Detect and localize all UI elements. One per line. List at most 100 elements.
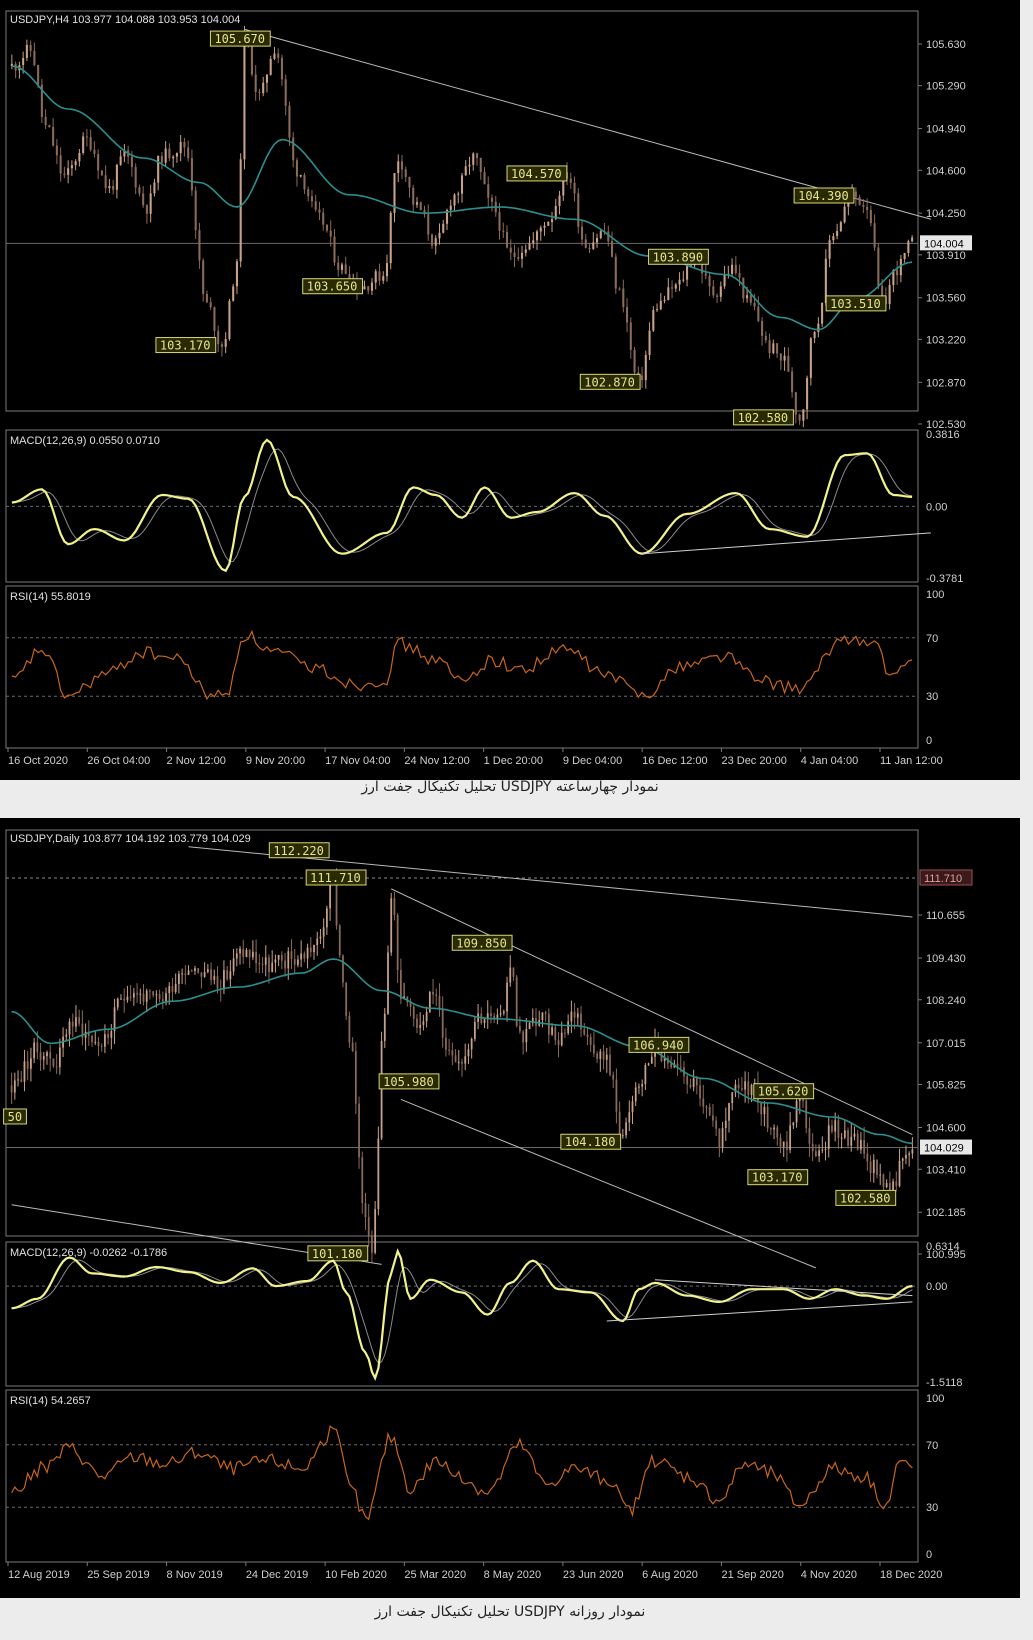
candle-body: [58, 1047, 61, 1068]
price-annotation-text: 102.580: [840, 1191, 891, 1205]
candle-body: [704, 273, 707, 276]
candle-body: [551, 1027, 553, 1035]
h4-chart-caption: تحلیل تکنیکال جفت ارز USDJPY نمودار چهار…: [361, 779, 659, 795]
candle-body: [385, 263, 389, 277]
candle-body: [158, 994, 161, 1000]
candle-body: [235, 953, 238, 959]
time-axis-label: 10 Feb 2020: [325, 1569, 387, 1581]
candle-body: [805, 1100, 808, 1129]
price-annotation-box: [648, 248, 709, 265]
macd-main-line: [11, 1248, 913, 1381]
candle-body: [295, 160, 298, 177]
candle-body: [397, 161, 400, 174]
macd-tick-label: 0.00: [926, 501, 947, 513]
candle-body: [120, 998, 122, 1000]
candle-body: [235, 261, 238, 287]
candle-body: [863, 1140, 866, 1154]
candle-body: [113, 1007, 116, 1032]
candle-body: [55, 145, 58, 156]
price-annotation-text: 103.170: [160, 339, 211, 353]
price-annotation-text: 106.940: [633, 1038, 684, 1052]
candle-body: [337, 262, 340, 270]
candle-body: [342, 955, 344, 983]
candle-body: [449, 205, 452, 210]
candle-body: [750, 1084, 753, 1096]
candle-body: [325, 908, 328, 928]
price-tick-label: 105.290: [926, 81, 966, 93]
candle-body: [389, 212, 392, 264]
candle-body: [470, 1038, 473, 1050]
candle-body: [671, 287, 674, 289]
candle-body: [319, 936, 322, 939]
candle-body: [737, 1084, 740, 1089]
candle-body: [248, 949, 251, 958]
candle-body: [682, 279, 685, 281]
candle-body: [879, 1174, 882, 1176]
price-annotation-box: [305, 869, 367, 886]
candle-body: [161, 999, 164, 1002]
price-annotation-text: 104.570: [511, 167, 562, 181]
candle-body: [479, 158, 482, 172]
candle-body: [345, 982, 348, 1016]
candle-body: [779, 1137, 782, 1147]
candle-body: [333, 236, 336, 263]
candle-body: [490, 1013, 492, 1017]
candle-body: [554, 205, 557, 220]
candle-body: [338, 925, 341, 956]
candle-body: [749, 295, 752, 303]
candle-body: [268, 957, 270, 973]
candle-body: [502, 230, 505, 232]
candle-body: [724, 1120, 727, 1128]
time-axis-label: 25 Mar 2020: [404, 1569, 466, 1581]
candle-body: [213, 976, 216, 980]
candle-body: [560, 1032, 563, 1046]
price-annotation-box: [268, 842, 330, 859]
candle-body: [692, 1078, 695, 1088]
time-axis-label: 9 Nov 20:00: [246, 755, 305, 767]
candle-body: [547, 221, 550, 226]
candle-body: [292, 137, 295, 161]
candle-body: [772, 343, 775, 354]
candle-body: [198, 230, 201, 261]
candle-body: [892, 270, 895, 286]
candle-body: [660, 1045, 663, 1061]
candle-body: [506, 982, 508, 1012]
rsi-tick-label: 30: [926, 691, 938, 703]
price-annotation-text: 50: [8, 1110, 22, 1124]
candle-body: [428, 991, 431, 1012]
candle-body: [520, 252, 524, 259]
candle-body: [882, 1174, 885, 1188]
candle-body: [164, 148, 167, 163]
candle-body: [769, 1128, 772, 1130]
candle-body: [17, 1079, 19, 1081]
candle-body: [821, 1149, 824, 1151]
candle-body: [314, 201, 317, 210]
candle-body: [625, 1122, 627, 1136]
price-annotation-box: [209, 30, 271, 47]
candle-body: [531, 1017, 534, 1024]
candle-body: [614, 256, 617, 289]
candle-body: [486, 1013, 489, 1020]
candle-body: [430, 234, 434, 246]
candle-body: [699, 1085, 701, 1099]
price-tick-label: 103.910: [926, 250, 966, 262]
candle-body: [39, 1052, 42, 1060]
price-tick-label: 109.430: [926, 953, 966, 965]
macd-trendline: [654, 1279, 913, 1297]
candle-body: [791, 371, 794, 393]
candle-body: [210, 969, 212, 980]
candle-body: [419, 202, 422, 211]
candle-body: [843, 206, 846, 223]
price-annotation-text: 112.220: [273, 844, 324, 858]
candle-body: [686, 1076, 689, 1085]
candle-body: [557, 1040, 560, 1046]
candle-body: [134, 167, 137, 188]
candle-body: [836, 231, 839, 237]
candle-body: [513, 252, 516, 258]
candle-body: [287, 951, 290, 969]
candle-body: [367, 1217, 370, 1237]
candle-body: [483, 1019, 486, 1024]
candle-body: [718, 1128, 721, 1148]
candle-body: [387, 952, 389, 1014]
price-annotation-text: 105.620: [758, 1085, 809, 1099]
